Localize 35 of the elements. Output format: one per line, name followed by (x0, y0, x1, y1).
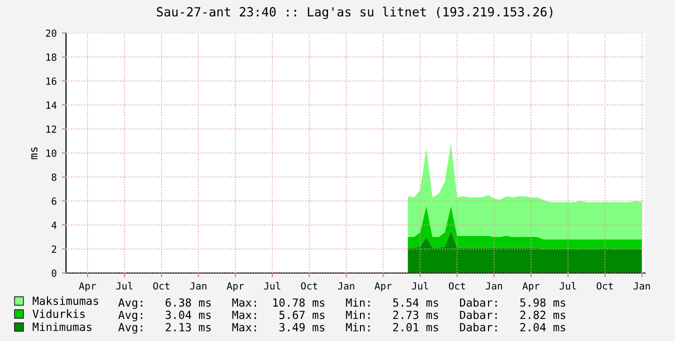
y-tick-label: 2 (52, 246, 56, 253)
x-tick-label: Oct (301, 282, 318, 290)
x-tick-label: Oct (153, 282, 170, 290)
legend-label: Maksimumas (32, 296, 98, 305)
x-tick-label: Oct (448, 282, 465, 290)
x-tick-label: Jan (190, 282, 206, 290)
x-tick-label: Jul (560, 282, 576, 290)
x-tick-label: Oct (596, 282, 613, 290)
legend-label: Vidurkis (32, 309, 85, 318)
y-tick-label: 20 (46, 30, 56, 37)
y-tick-label: 16 (46, 78, 56, 85)
text: Avg: 3.04 ms Max: 5.67 ms Min: 2.73 ms Dabar: 2.82 ms (118, 310, 566, 322)
y-tick-label: 6 (52, 198, 56, 205)
legend-label: Minimumas (32, 322, 92, 332)
y-tick-label: 4 (52, 222, 57, 229)
y-tick-label: 12 (46, 126, 56, 133)
y-axis-title: ms (31, 147, 38, 160)
x-tick-label: Apr (78, 282, 96, 292)
x-tick-label: Apr (226, 282, 244, 292)
x-tick-label: Apr (374, 282, 392, 292)
text: Avg: 2.13 ms Max: 3.49 ms Min: 2.01 ms Dabar: 2.04 ms (118, 322, 566, 334)
x-tick-label: Jan (486, 282, 502, 290)
x-tick-label: Jul (412, 282, 428, 290)
chart-title: Sau-27-ant 23:40 :: Lag'as su litnet (193.219.153.26) (156, 6, 552, 20)
x-tick-label: Jan (338, 282, 354, 290)
y-tick-label: 0 (52, 270, 56, 277)
y-tick-label: 10 (46, 150, 56, 157)
x-tick-label: Jul (264, 282, 280, 290)
x-tick-label: Jan (634, 282, 650, 290)
y-tick-label: 18 (46, 54, 56, 61)
text: Avg: 6.38 ms Max: 10.78 ms Min: 5.54 ms Dabar: 5.98 ms (118, 298, 566, 309)
y-tick-label: 8 (52, 174, 56, 181)
y-tick-label: 14 (46, 102, 57, 109)
x-tick-label: Jul (116, 282, 132, 290)
x-tick-label: Apr (522, 282, 540, 292)
